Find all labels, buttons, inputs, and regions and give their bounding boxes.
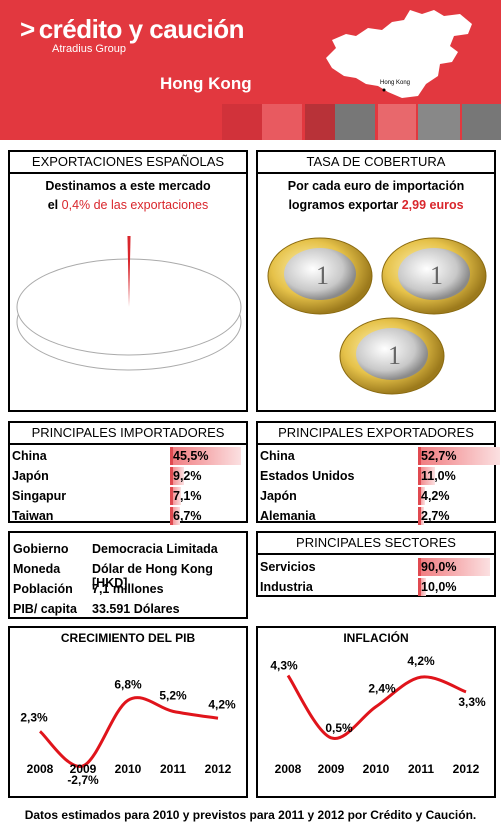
sectores-list: Servicios 90,0% Industria 10,0% — [258, 557, 494, 597]
x-tick-label: 2012 — [205, 762, 232, 776]
info-panel: Gobierno Democracia Limitada Moneda Dóla… — [8, 531, 248, 619]
pib-chart-title: CRECIMIENTO DEL PIB — [60, 631, 196, 645]
euro-coin-icon — [267, 237, 373, 315]
exportadores-list: China 52,7% Estados Unidos 11,0% Japón 4,2%… — [258, 446, 500, 526]
deco-block — [418, 104, 460, 140]
x-tick-label: 2008 — [275, 762, 302, 776]
map-label: Hong Kong — [380, 80, 411, 86]
inflacion-chart-title: INFLACIÓN — [343, 631, 409, 645]
x-tick-label: 2009 — [318, 762, 345, 776]
x-tick-label: 2011 — [408, 762, 434, 776]
brand-logo: > crédito y caución Atradius Group — [20, 14, 245, 55]
series-line — [286, 674, 467, 740]
pie-slice-share — [127, 236, 131, 307]
info-value: Democracia Limitada — [92, 542, 218, 556]
list-item: China 45,5% — [10, 446, 246, 466]
list-item: Estados Unidos 11,0% — [260, 467, 456, 485]
x-tick-label: 2011 — [160, 762, 186, 776]
brand-name: crédito y caución — [38, 14, 245, 44]
euro-coins: 1 — [267, 237, 487, 395]
data-label: 2,4% — [368, 682, 396, 696]
data-label: 5,2% — [159, 688, 187, 702]
list-item: Singapur 7,1% — [12, 487, 202, 505]
brand-subtitle: Atradius Group — [52, 43, 126, 55]
deco-block — [222, 104, 262, 140]
inflacion-chart-panel: INFLACIÓN 4,3% 0,5% 2,4% 4,2% 3,3% 2008 2009 20… — [256, 626, 496, 798]
header-banner: > crédito y caución Atradius Group Hong K… — [0, 0, 501, 140]
deco-block — [378, 104, 416, 140]
cobertura-title: TASA DE COBERTURA — [258, 152, 494, 174]
list-item: Alemania 2,7% — [260, 507, 450, 525]
x-tick-label: 2012 — [453, 762, 480, 776]
exportadores-title: PRINCIPALES EXPORTADORES — [258, 423, 494, 445]
list-item: Japón 4,2% — [260, 487, 450, 505]
importadores-list: China 45,5% Japón 9,2% Singapur 7,1% Taiwan… — [10, 446, 246, 526]
country-title: Hong Kong — [160, 74, 252, 93]
pib-line-chart: 2,3% -2,7% 6,8% 5,2% 4,2% 2008 2009 2010 2011 201… — [20, 677, 236, 787]
info-value: Dólar de Hong Kong [HKD] — [92, 562, 213, 590]
list-item: Servicios 90,0% — [258, 557, 494, 577]
data-label: 3,3% — [458, 695, 486, 709]
info-label: Moneda — [13, 562, 61, 576]
deco-block — [335, 104, 375, 140]
data-label: 4,3% — [270, 658, 298, 672]
cobertura-line1: Por cada euro de importación — [287, 179, 465, 193]
sectores-panel: PRINCIPALES SECTORES Servicios 90,0% Indu… — [256, 531, 496, 597]
data-label: 0,5% — [325, 721, 353, 735]
cobertura-line2: logramos exportar 2,99 euros — [288, 198, 464, 212]
data-label: -2,7% — [67, 773, 99, 787]
data-label: 2,3% — [20, 710, 48, 724]
list-item: Taiwan 6,7% — [12, 507, 202, 525]
china-map-icon — [326, 10, 472, 98]
exportaciones-panel: EXPORTACIONES ESPAÑOLAS Destinamos a est… — [8, 150, 248, 412]
exportaciones-line1: Destinamos a este mercado — [45, 179, 211, 193]
info-value: 33.591 Dólares — [92, 602, 180, 616]
exportaciones-title: EXPORTACIONES ESPAÑOLAS — [10, 152, 246, 174]
exportadores-panel: PRINCIPALES EXPORTADORES China 52,7% Esta… — [256, 421, 500, 526]
x-tick-label: 2008 — [27, 762, 54, 776]
exportaciones-line2: el 0,4% de las exportaciones — [47, 198, 209, 212]
info-label: Gobierno — [13, 542, 69, 556]
x-tick-label: 2009 — [70, 762, 97, 776]
info-label: PIB/ capita — [13, 602, 77, 616]
list-item: Japón 9,2% — [12, 467, 202, 485]
list-item: China 52,7% — [258, 446, 500, 466]
cobertura-panel: TASA DE COBERTURA Por cada euro de impor… — [256, 150, 496, 412]
exportaciones-pie-chart — [16, 236, 242, 371]
series-line — [38, 696, 219, 768]
deco-block — [462, 104, 501, 140]
brand-star-icon: > — [20, 14, 35, 44]
list-item: Industria 10,0% — [260, 578, 457, 596]
inflacion-line-chart: 4,3% 0,5% 2,4% 4,2% 3,3% 2008 2009 2010 2011 2012 — [270, 654, 486, 776]
importadores-title: PRINCIPALES IMPORTADORES — [10, 423, 246, 445]
sectores-title: PRINCIPALES SECTORES — [258, 533, 494, 555]
info-label: Población — [13, 582, 73, 596]
importadores-panel: PRINCIPALES IMPORTADORES China 45,5% Japó… — [8, 421, 248, 526]
pib-chart-panel: CRECIMIENTO DEL PIB 2,3% -2,7% 6,8% 5,2% 4,2… — [8, 626, 248, 798]
x-tick-label: 2010 — [115, 762, 142, 776]
euro-coin-icon — [381, 237, 487, 315]
data-label: 4,2% — [407, 654, 435, 668]
deco-block — [262, 104, 302, 140]
data-label: 4,2% — [208, 697, 236, 711]
x-tick-label: 2010 — [363, 762, 390, 776]
footer-note: Datos estimados para 2010 y previstos pa… — [24, 808, 477, 822]
info-value: 7,1 millones — [92, 582, 164, 596]
deco-block — [305, 104, 335, 140]
euro-coin-icon — [339, 317, 445, 395]
data-label: 6,8% — [114, 677, 142, 691]
